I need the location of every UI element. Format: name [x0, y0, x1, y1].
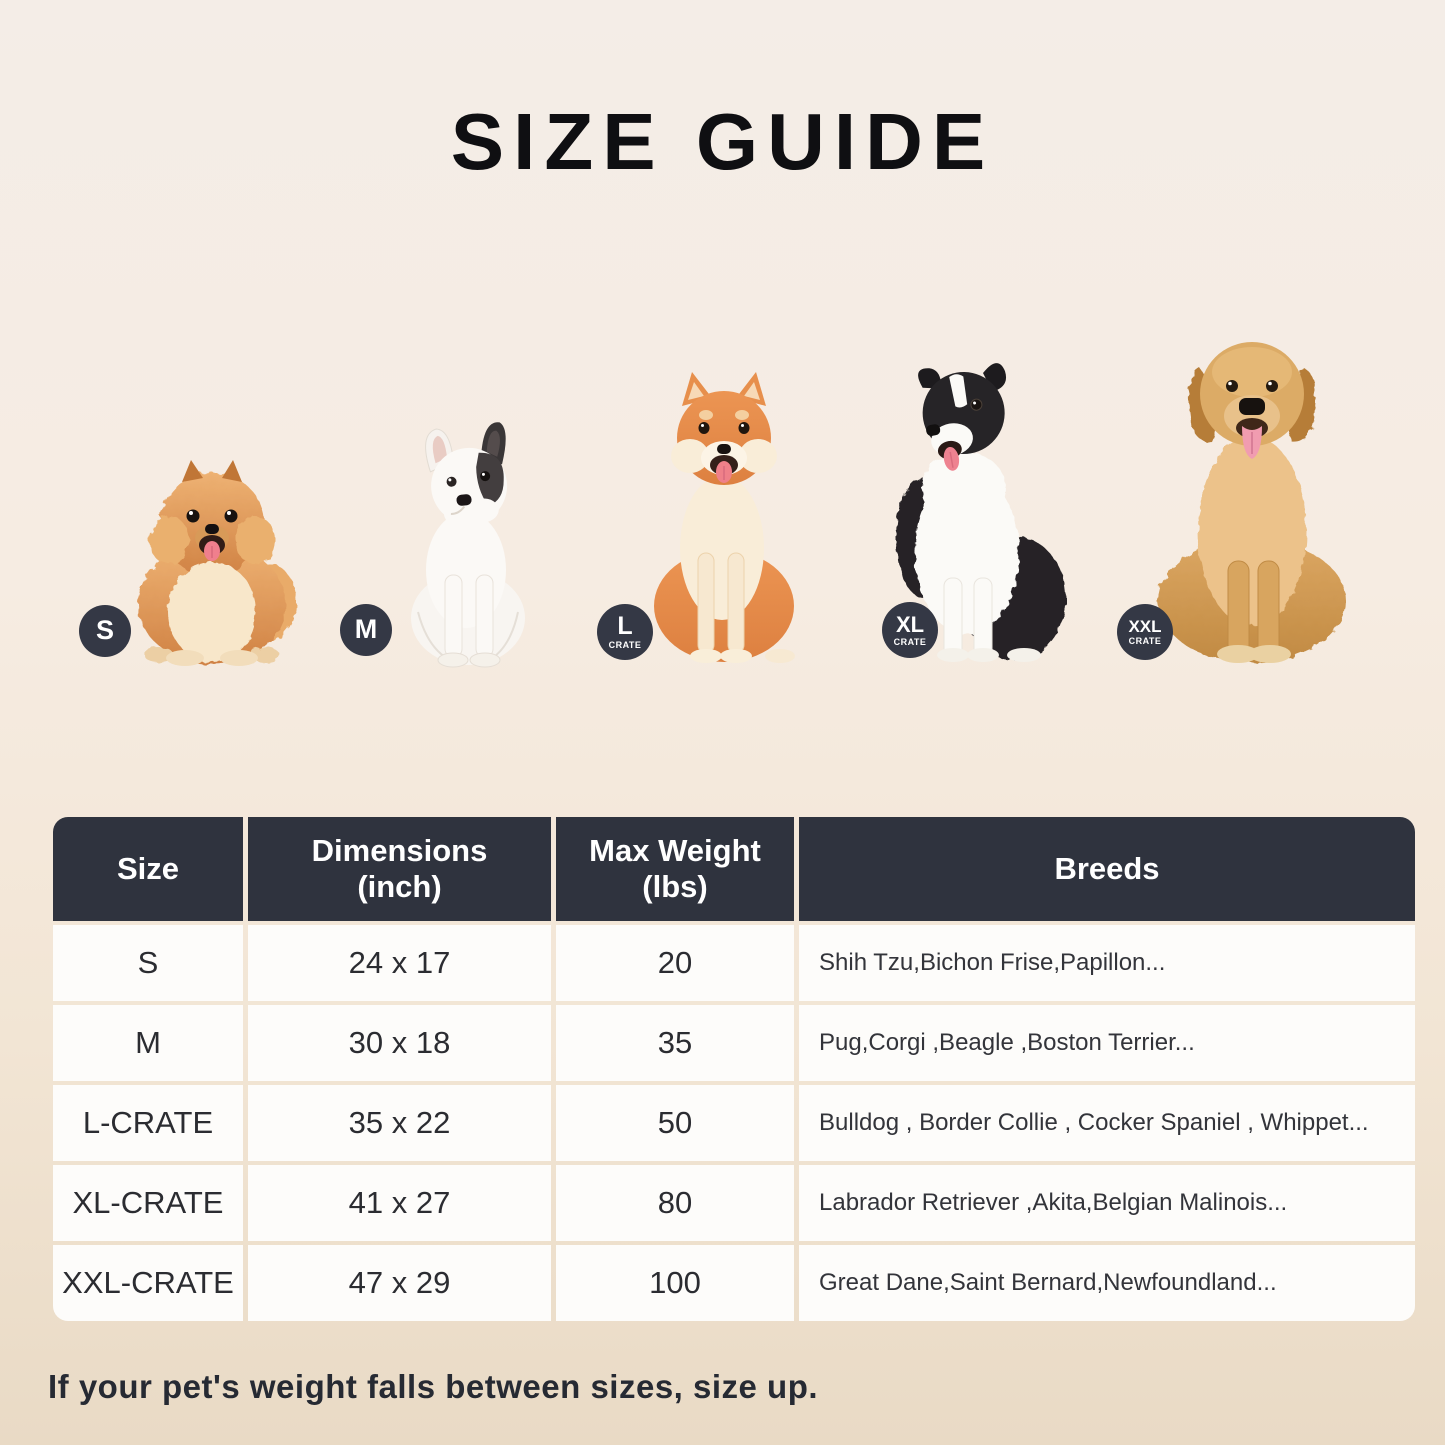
header-row: Size Dimensions (inch) Max Weight (lbs) …: [53, 817, 1415, 921]
breeds-cell: Great Dane,Saint Bernard,Newfoundland...: [799, 1245, 1415, 1321]
size-table: Size Dimensions (inch) Max Weight (lbs) …: [48, 813, 1420, 1325]
badge-sublabel: CRATE: [1128, 636, 1162, 646]
breeds-cell: Pug,Corgi ,Beagle ,Boston Terrier...: [799, 1005, 1415, 1081]
table-row-xxl-crate: XXL-CRATE 47 x 29 100 Great Dane,Saint B…: [53, 1245, 1415, 1321]
breeds-cell: Labrador Retriever ,Akita,Belgian Malino…: [799, 1165, 1415, 1241]
table-row-xl-crate: XL-CRATE 41 x 27 80 Labrador Retriever ,…: [53, 1165, 1415, 1241]
column-header-dimensions: Dimensions (inch): [248, 817, 551, 921]
size-badge-s: S: [79, 605, 131, 657]
header-label: Max Weight: [589, 833, 761, 869]
size-cell: XXL-CRATE: [53, 1245, 243, 1321]
golden-retriever-illustration: [1146, 316, 1358, 668]
shiba-inu-illustration: [642, 368, 807, 668]
size-up-note: If your pet's weight falls between sizes…: [48, 1368, 819, 1405]
size-cell: S: [53, 925, 243, 1001]
size-badge-xl-crate: XL CRATE: [882, 602, 938, 658]
size-cell: XL-CRATE: [53, 1165, 243, 1241]
max-weight-cell: 35: [556, 1005, 794, 1081]
table-row-l-crate: L-CRATE 35 x 22 50 Bulldog , Border Coll…: [53, 1085, 1415, 1161]
max-weight-cell: 100: [556, 1245, 794, 1321]
badge-label: M: [354, 613, 378, 644]
dimensions-cell: 30 x 18: [248, 1005, 551, 1081]
size-cell: L-CRATE: [53, 1085, 243, 1161]
column-header-size: Size: [53, 817, 243, 921]
french-bulldog-illustration: [398, 420, 538, 670]
size-badge-xxl-crate: XXL CRATE: [1117, 604, 1173, 660]
dimensions-cell: 47 x 29: [248, 1245, 551, 1321]
size-cell: M: [53, 1005, 243, 1081]
header-label: Dimensions: [311, 833, 488, 869]
header-label: Size: [116, 851, 180, 887]
column-header-breeds: Breeds: [799, 817, 1415, 921]
header-sublabel: (inch): [357, 869, 442, 904]
size-table-body: S 24 x 17 20 Shih Tzu,Bichon Frise,Papil…: [53, 925, 1415, 1321]
border-collie-illustration: [872, 353, 1067, 668]
max-weight-cell: 50: [556, 1085, 794, 1161]
column-header-max-weight: Max Weight (lbs): [556, 817, 794, 921]
max-weight-cell: 20: [556, 925, 794, 1001]
pomeranian-dog-illustration: [125, 452, 300, 667]
badge-label: S: [95, 614, 114, 645]
max-weight-cell: 80: [556, 1165, 794, 1241]
badge-label: XL: [895, 611, 925, 637]
table-row-m: M 30 x 18 35 Pug,Corgi ,Beagle ,Boston T…: [53, 1005, 1415, 1081]
badge-sublabel: CRATE: [608, 640, 642, 650]
badge-sublabel: CRATE: [893, 636, 927, 647]
dimensions-cell: 24 x 17: [248, 925, 551, 1001]
size-badge-m: M: [340, 604, 392, 656]
badge-label: L: [617, 612, 633, 640]
breeds-cell: Shih Tzu,Bichon Frise,Papillon...: [799, 925, 1415, 1001]
breeds-cell: Bulldog , Border Collie , Cocker Spaniel…: [799, 1085, 1415, 1161]
page-title: SIZE GUIDE: [450, 97, 995, 186]
dimensions-cell: 35 x 22: [248, 1085, 551, 1161]
size-table-header: Size Dimensions (inch) Max Weight (lbs) …: [53, 817, 1415, 921]
dimensions-cell: 41 x 27: [248, 1165, 551, 1241]
table-row-s: S 24 x 17 20 Shih Tzu,Bichon Frise,Papil…: [53, 925, 1415, 1001]
badge-label: XXL: [1128, 617, 1162, 636]
size-badge-l-crate: L CRATE: [597, 604, 653, 660]
header-label: Breeds: [1054, 851, 1160, 887]
header-sublabel: (lbs): [642, 869, 708, 904]
